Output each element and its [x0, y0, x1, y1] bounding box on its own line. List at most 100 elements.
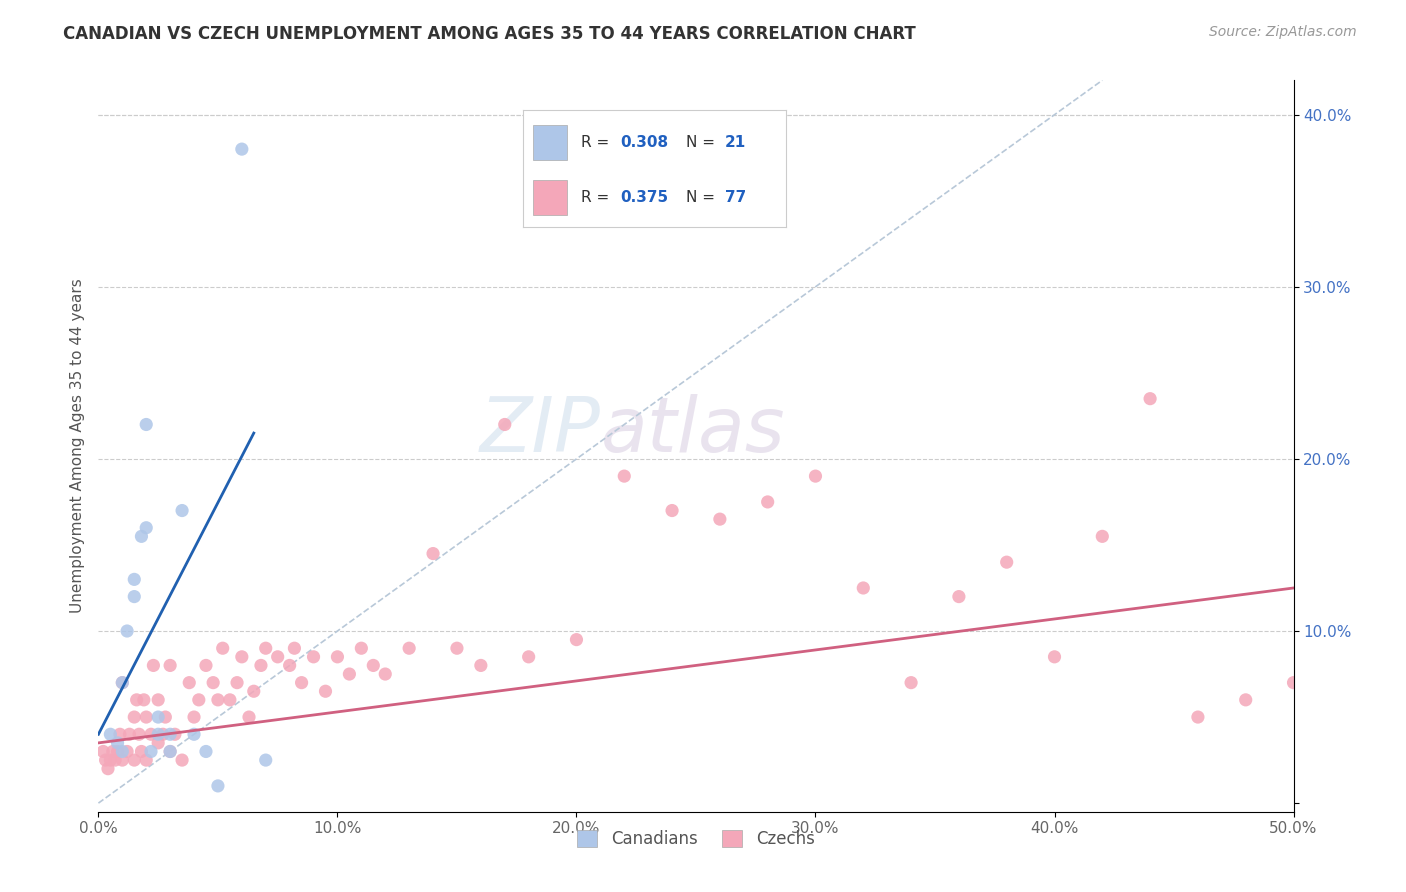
Point: [494, 417, 516, 432]
Point: [139, 727, 162, 741]
Point: [852, 581, 875, 595]
Point: [172, 503, 194, 517]
Point: [142, 658, 165, 673]
Point: [207, 693, 229, 707]
Point: [131, 529, 153, 543]
Point: [211, 641, 233, 656]
Point: [97, 762, 120, 776]
Point: [398, 641, 420, 656]
Point: [238, 710, 260, 724]
Point: [124, 753, 146, 767]
Point: [219, 693, 242, 707]
Point: [756, 495, 779, 509]
Point: [446, 641, 468, 656]
Point: [278, 658, 301, 673]
Point: [1187, 710, 1209, 724]
Point: [302, 649, 325, 664]
Point: [350, 641, 373, 656]
Point: [1091, 529, 1114, 543]
Point: [152, 727, 174, 741]
Point: [172, 753, 194, 767]
Point: [995, 555, 1018, 569]
Point: [267, 649, 290, 664]
Point: [900, 675, 922, 690]
Point: [374, 667, 396, 681]
Point: [98, 727, 122, 741]
Point: [115, 624, 138, 638]
Point: [226, 675, 249, 690]
Point: [118, 727, 141, 741]
Point: [195, 744, 218, 758]
Point: [111, 675, 134, 690]
Point: [148, 727, 170, 741]
Point: [128, 727, 150, 741]
Point: [422, 547, 444, 561]
Point: [179, 675, 201, 690]
Point: [291, 675, 314, 690]
Point: [613, 469, 636, 483]
Point: [111, 753, 134, 767]
Point: [254, 753, 277, 767]
Text: atlas: atlas: [600, 394, 785, 468]
Point: [1043, 649, 1066, 664]
Point: [1282, 675, 1305, 690]
Point: [159, 727, 181, 741]
Point: [111, 675, 134, 690]
Point: [202, 675, 225, 690]
Point: [517, 649, 540, 664]
Point: [339, 667, 361, 681]
Point: [135, 417, 157, 432]
Point: [148, 736, 170, 750]
Point: [107, 744, 129, 758]
Point: [132, 693, 155, 707]
Point: [125, 693, 148, 707]
Point: [131, 744, 153, 758]
Point: [124, 590, 146, 604]
Point: [565, 632, 588, 647]
Point: [254, 641, 277, 656]
Point: [148, 693, 170, 707]
Point: [107, 736, 129, 750]
Text: CANADIAN VS CZECH UNEMPLOYMENT AMONG AGES 35 TO 44 YEARS CORRELATION CHART: CANADIAN VS CZECH UNEMPLOYMENT AMONG AGE…: [63, 25, 917, 43]
Y-axis label: Unemployment Among Ages 35 to 44 years: Unemployment Among Ages 35 to 44 years: [69, 278, 84, 614]
Point: [94, 753, 117, 767]
Point: [159, 744, 181, 758]
Point: [326, 649, 349, 664]
Point: [124, 710, 146, 724]
Point: [111, 744, 134, 758]
Point: [283, 641, 305, 656]
Point: [183, 727, 205, 741]
Point: [135, 710, 157, 724]
Point: [243, 684, 266, 698]
Point: [470, 658, 492, 673]
Point: [804, 469, 827, 483]
Point: [115, 744, 138, 758]
Point: [135, 753, 157, 767]
Point: [104, 753, 127, 767]
Point: [948, 590, 970, 604]
Point: [231, 649, 253, 664]
Point: [207, 779, 229, 793]
Point: [135, 521, 157, 535]
Point: [91, 744, 114, 758]
Point: [124, 573, 146, 587]
Point: [101, 744, 124, 758]
Point: [187, 693, 209, 707]
Point: [108, 727, 131, 741]
Point: [1234, 693, 1257, 707]
Legend: Canadians, Czechs: Canadians, Czechs: [571, 823, 821, 855]
Point: [195, 658, 218, 673]
Point: [315, 684, 337, 698]
Point: [250, 658, 273, 673]
Point: [709, 512, 731, 526]
Point: [363, 658, 385, 673]
Text: ZIP: ZIP: [479, 394, 600, 468]
Point: [661, 503, 683, 517]
Point: [155, 710, 177, 724]
Point: [163, 727, 186, 741]
Point: [139, 744, 162, 758]
Point: [148, 710, 170, 724]
Point: [183, 710, 205, 724]
Point: [98, 753, 122, 767]
Point: [231, 142, 253, 156]
